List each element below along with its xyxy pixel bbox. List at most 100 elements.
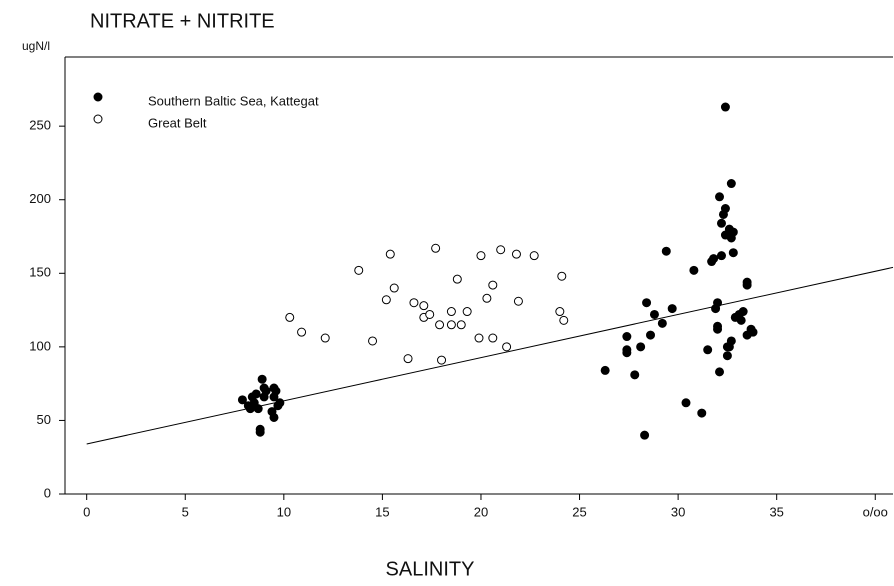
legend-marker (93, 92, 103, 102)
point (446, 307, 456, 317)
point (488, 280, 498, 290)
point (431, 243, 441, 253)
point (488, 333, 498, 343)
x-tick-label: 35 (769, 504, 783, 519)
point (716, 218, 726, 228)
x-tick-label: 5 (182, 504, 189, 519)
y-tick-label: 100 (29, 338, 51, 353)
point (709, 254, 719, 264)
point (715, 367, 725, 377)
point (681, 398, 691, 408)
point (389, 283, 399, 293)
point (257, 374, 267, 384)
point (403, 354, 413, 364)
point (456, 320, 466, 330)
y-tick-label: 200 (29, 191, 51, 206)
point (511, 249, 521, 259)
x-tick-label: 0 (83, 504, 90, 519)
point (269, 412, 279, 422)
point (722, 351, 732, 361)
x-tick-label: 25 (572, 504, 586, 519)
point (275, 398, 285, 408)
point (689, 265, 699, 275)
point (255, 427, 265, 437)
point (253, 404, 263, 414)
point (720, 102, 730, 112)
point (716, 251, 726, 261)
point (720, 204, 730, 214)
trend-line (86, 266, 894, 445)
point (736, 315, 746, 325)
point (285, 312, 295, 322)
point (261, 386, 271, 396)
point (748, 327, 758, 337)
point (437, 355, 447, 365)
point (697, 408, 707, 418)
x-tick-label: 30 (671, 504, 685, 519)
point (529, 251, 539, 261)
point (476, 251, 486, 261)
point (474, 333, 484, 343)
y-tick-label: 150 (29, 265, 51, 280)
point (636, 342, 646, 352)
point (630, 370, 640, 380)
y-tick-label: 50 (37, 412, 51, 427)
point (368, 336, 378, 346)
point (713, 324, 723, 334)
point (446, 320, 456, 330)
point (559, 315, 569, 325)
legend-label: Southern Baltic Sea, Kattegat (148, 93, 319, 108)
point (482, 293, 492, 303)
point (646, 330, 656, 340)
point (640, 430, 650, 440)
point (642, 298, 652, 308)
legend-label: Great Belt (148, 115, 207, 130)
point (462, 307, 472, 317)
point (713, 298, 723, 308)
point (425, 309, 435, 319)
point (728, 227, 738, 237)
y-tick-label: 0 (44, 485, 51, 500)
point (354, 265, 364, 275)
point (661, 246, 671, 256)
point (452, 274, 462, 284)
point (742, 280, 752, 290)
point (726, 336, 736, 346)
point (728, 248, 738, 258)
point (726, 179, 736, 189)
x-tick-label: 20 (474, 504, 488, 519)
point (649, 309, 659, 319)
point (385, 249, 395, 259)
point (667, 304, 677, 314)
point (738, 307, 748, 317)
x-tick-label: o/oo (863, 504, 888, 519)
point (409, 298, 419, 308)
point (381, 295, 391, 305)
point (703, 345, 713, 355)
chart-title: NITRATE + NITRITE (90, 10, 275, 32)
point (622, 348, 632, 358)
point (435, 320, 445, 330)
point (269, 392, 279, 402)
point (715, 192, 725, 202)
point (657, 318, 667, 328)
point (297, 327, 307, 337)
point (555, 307, 565, 317)
point (251, 389, 261, 399)
point (502, 342, 512, 352)
point (320, 333, 330, 343)
legend-marker (93, 114, 103, 124)
x-tick-label: 15 (375, 504, 389, 519)
point (622, 332, 632, 342)
point (237, 395, 247, 405)
x-axis-label: SALINITY (386, 558, 475, 580)
y-tick-label: 250 (29, 118, 51, 133)
point (513, 296, 523, 306)
point (600, 365, 610, 375)
point (557, 271, 567, 281)
x-tick-label: 10 (277, 504, 291, 519)
point (496, 245, 506, 255)
point (419, 301, 429, 311)
y-axis-label: ugN/l (22, 39, 50, 53)
